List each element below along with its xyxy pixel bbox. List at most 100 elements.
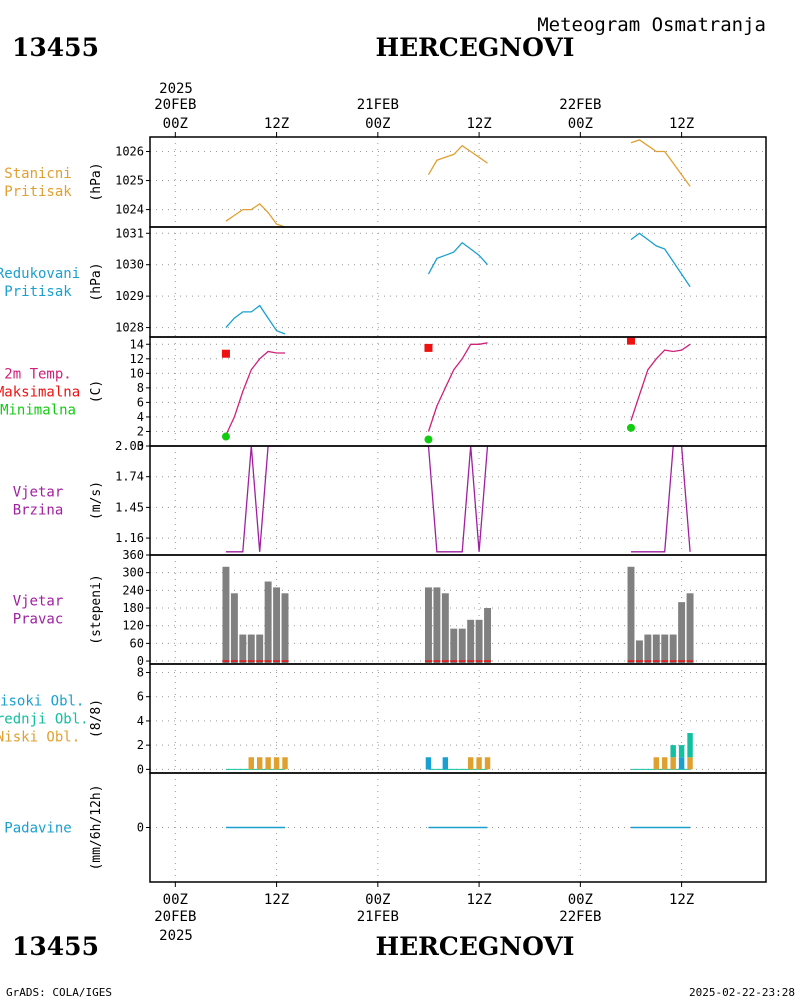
- series-line: [630, 139, 691, 187]
- cloud-bar: [442, 757, 449, 770]
- tmin-marker: [626, 423, 635, 432]
- y-tick-label: 12: [130, 352, 144, 366]
- panel-visoki-obl-: 0 2 4 6 8 (8/8) Visoki Obl. Srednji Obl. Niski O…: [0, 663, 767, 776]
- cloud-bar: [425, 757, 432, 770]
- panel-label: Vjetar: [13, 594, 64, 610]
- y-tick-label: 0: [137, 762, 144, 776]
- panel-label: Pravac: [13, 612, 64, 628]
- top-time-axis: 20FEB 00Z 12Z 21FEB 00Z 12Z 22FEB 00Z 12Z: [154, 97, 694, 137]
- cloud-bar: [467, 757, 474, 770]
- panel-redukovani: 1028 1029 1030 1031 (hPa) Redukovani Pritisak: [0, 226, 767, 338]
- top-hour-label: 12Z: [466, 116, 491, 132]
- series-line: [225, 350, 285, 436]
- wind-direction-bar: [467, 619, 475, 664]
- y-tick-label: 1029: [115, 289, 144, 303]
- bottom-hour-label: 12Z: [466, 892, 491, 908]
- wind-direction-bar: [635, 640, 643, 664]
- tmax-marker: [424, 343, 433, 352]
- top-date-label: 22FEB: [559, 97, 601, 113]
- top-date-label: 21FEB: [357, 97, 399, 113]
- y-tick-label: 6: [137, 690, 144, 704]
- y-tick-label: 1025: [115, 174, 144, 188]
- y-tick-label: 8: [137, 665, 144, 679]
- wind-direction-bar: [264, 581, 272, 664]
- y-tick-label: 4: [137, 714, 144, 728]
- y-tick-label: 0: [137, 439, 144, 453]
- panel-label: Padavine: [4, 821, 71, 837]
- cloud-bar: [670, 745, 676, 758]
- wind-direction-bar: [281, 593, 289, 664]
- wind-direction-bar: [441, 593, 449, 664]
- wind-direction-bar: [222, 566, 230, 664]
- cloud-bar: [476, 757, 482, 770]
- wind-direction-bar: [475, 619, 483, 664]
- product-title: Meteogram Osmatranja: [537, 14, 766, 36]
- bottom-date-label: 20FEB: [154, 909, 196, 925]
- series-line: [427, 445, 489, 553]
- y-tick-label: 1.74: [115, 470, 144, 484]
- panel-label: Redukovani: [0, 266, 80, 282]
- y-unit-label: (hPa): [89, 162, 104, 201]
- series-line: [427, 144, 488, 176]
- wind-direction-bar: [239, 634, 247, 664]
- y-unit-label: (mm/6h/12h): [89, 784, 104, 870]
- tmax-marker: [221, 349, 230, 358]
- bottom-date-label: 22FEB: [559, 909, 601, 925]
- y-tick-label: 1024: [115, 203, 144, 217]
- tmin-marker: [221, 432, 230, 441]
- series-line: [630, 232, 691, 288]
- panel-label: Niski Obl.: [0, 730, 80, 746]
- wind-direction-bar: [627, 566, 635, 664]
- panel-frame: [149, 772, 767, 883]
- year-top: 2025: [159, 81, 193, 97]
- series-line: [427, 342, 488, 432]
- y-tick-label: 1026: [115, 145, 144, 159]
- panel-label: Stanicni: [4, 166, 71, 182]
- y-tick-label: 60: [130, 636, 144, 650]
- y-tick-label: 120: [122, 619, 144, 633]
- panel-padavine: 0 (mm/6h/12h) Padavine: [4, 772, 767, 883]
- y-tick-label: 240: [122, 583, 144, 597]
- y-tick-label: 14: [130, 337, 144, 351]
- cloud-bar: [687, 757, 693, 770]
- panel-label: Visoki Obl.: [0, 694, 84, 710]
- series-line: [225, 202, 286, 228]
- y-tick-label: 1030: [115, 258, 144, 272]
- y-tick-label: 1031: [115, 226, 144, 240]
- panel-frame: [149, 445, 767, 556]
- cloud-bar: [670, 757, 676, 770]
- wind-direction-bar: [652, 634, 660, 664]
- panel-label: Minimalna: [0, 403, 76, 419]
- y-tick-label: 6: [137, 395, 144, 409]
- panel-vjetar: 0 60 120 180 240 300 360 (stepeni) Vjetar Pravac: [13, 548, 767, 668]
- y-unit-label: (hPa): [89, 262, 104, 301]
- series-line: [631, 445, 691, 553]
- wind-direction-bar: [230, 593, 238, 664]
- cloud-bar: [678, 745, 685, 758]
- tmin-marker: [424, 435, 433, 444]
- bottom-hour-label: 12Z: [669, 892, 694, 908]
- tmax-marker: [626, 336, 635, 345]
- y-unit-label: (stepeni): [89, 574, 104, 644]
- station-id-top: 13455: [12, 33, 99, 62]
- cloud-bar: [256, 757, 263, 770]
- y-tick-label: 2.03: [115, 439, 144, 453]
- panel-label: Vjetar: [13, 485, 64, 501]
- wind-direction-bar: [424, 587, 432, 664]
- cloud-bar: [265, 757, 271, 770]
- cloud-bar: [282, 757, 288, 770]
- y-tick-label: 1.16: [115, 531, 144, 545]
- wind-direction-bar: [273, 587, 281, 664]
- y-tick-label: 0: [137, 654, 144, 668]
- y-tick-label: 180: [122, 601, 144, 615]
- wind-direction-bar: [450, 628, 458, 664]
- top-hour-label: 00Z: [365, 116, 390, 132]
- wind-direction-bar: [433, 587, 441, 664]
- wind-direction-bar: [678, 602, 686, 664]
- y-unit-label: (C): [89, 380, 104, 403]
- software-credit: GrADS: COLA/IGES: [6, 986, 112, 999]
- meteogram-panels: 102410251026(hPa)StanicniPritisak1028102…: [0, 136, 767, 883]
- wind-direction-bar: [247, 634, 255, 664]
